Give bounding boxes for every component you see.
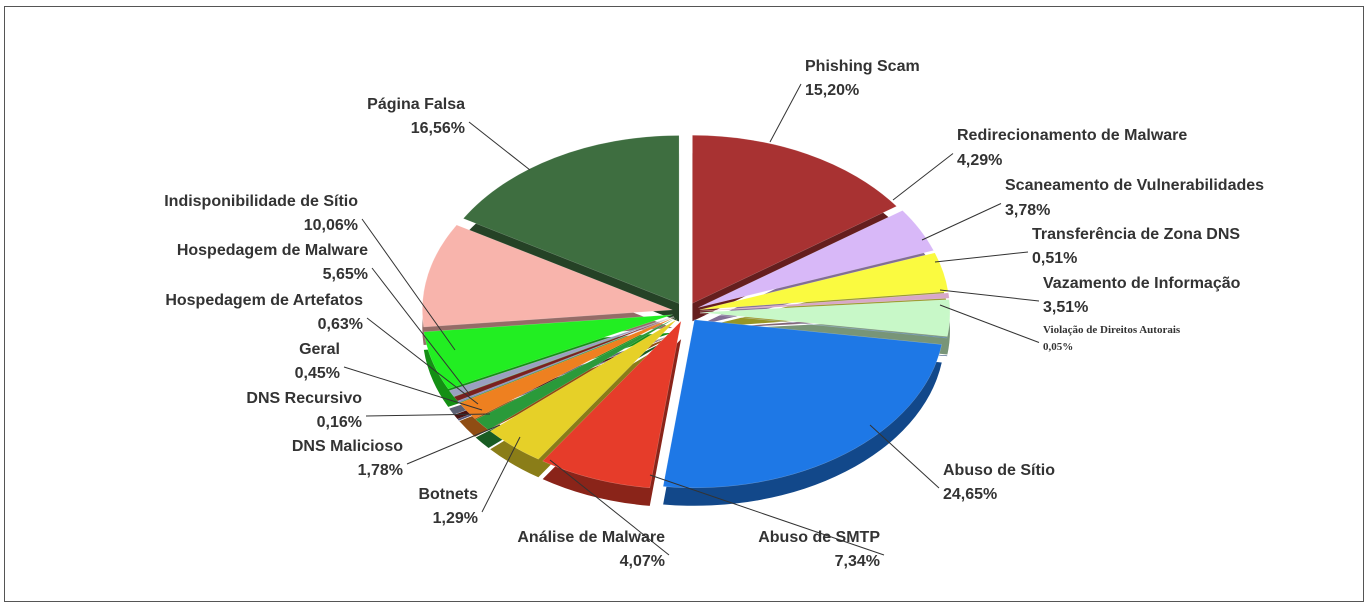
slice-label: Hospedagem de Artefatos <box>165 292 363 309</box>
slice-label: Scaneamento de Vulnerabilidades <box>1005 177 1264 194</box>
slice-label: Vazamento de Informação <box>1043 275 1241 292</box>
slice-label: Violação de Direitos Autorais <box>1043 324 1181 336</box>
slice <box>422 224 673 328</box>
slice <box>662 319 943 489</box>
leader-line <box>371 267 471 396</box>
leader-line <box>869 424 940 489</box>
leader-line <box>769 83 802 143</box>
value-label: 0,05% <box>1043 341 1073 353</box>
value-label: 3,78% <box>1005 202 1050 219</box>
slice <box>453 316 674 402</box>
slice-label: Página Falsa <box>367 96 465 113</box>
slice <box>462 135 680 304</box>
leader-line <box>649 474 885 556</box>
slice <box>448 316 674 397</box>
slice-label: Phishing Scam <box>805 58 920 75</box>
leader-line <box>939 304 1040 343</box>
slice <box>542 320 682 489</box>
slice-label: Abuso de SMTP <box>758 529 880 546</box>
leader-line <box>361 218 456 351</box>
value-label: 0,63% <box>318 316 363 333</box>
slice-label: Transferência de Zona DNS <box>1032 226 1240 243</box>
value-label: 7,34% <box>835 553 880 570</box>
slice-label: Hospedagem de Malware <box>177 242 368 259</box>
value-label: 24,65% <box>943 486 997 503</box>
slice-label: DNS Malicioso <box>292 438 403 455</box>
frame <box>4 6 1364 602</box>
slice <box>699 252 949 311</box>
slice <box>489 319 678 460</box>
value-label: 10,06% <box>304 217 358 234</box>
leader-line <box>549 459 670 556</box>
slice <box>698 210 934 308</box>
value-label: 0,51% <box>1032 250 1077 267</box>
leader-line <box>365 413 491 417</box>
leader-line <box>406 424 501 465</box>
value-label: 5,65% <box>323 266 368 283</box>
slice <box>423 314 673 390</box>
value-label: 1,29% <box>433 510 478 527</box>
leader-line <box>934 251 1029 263</box>
value-label: 0,45% <box>295 365 340 382</box>
leader-line <box>343 366 483 411</box>
slice <box>699 292 950 312</box>
value-label: 4,29% <box>957 152 1002 169</box>
leader-line <box>921 203 1002 241</box>
value-label: 1,78% <box>358 462 403 479</box>
value-label: 0,16% <box>317 414 362 431</box>
slice-label: Botnets <box>418 486 478 503</box>
leader-line <box>892 153 954 201</box>
value-label: 4,07% <box>620 553 665 570</box>
leader-line <box>366 317 479 405</box>
slice <box>699 313 948 339</box>
value-label: 3,51% <box>1043 299 1088 316</box>
slice-label: Indisponibilidade de Sítio <box>164 193 358 210</box>
slice <box>692 135 897 304</box>
slice-label: Abuso de Sítio <box>943 462 1055 479</box>
slice-label: DNS Recursivo <box>246 390 362 407</box>
slice <box>699 299 951 337</box>
leader-line <box>481 436 521 513</box>
value-label: 16,56% <box>411 120 465 137</box>
leader-line <box>468 121 531 171</box>
slice-label: Redirecionamento de Malware <box>957 127 1187 144</box>
leader-line <box>939 289 1040 302</box>
slice-label: Análise de Malware <box>517 529 665 546</box>
value-label: 15,20% <box>805 82 859 99</box>
slice-label: Geral <box>299 341 340 358</box>
